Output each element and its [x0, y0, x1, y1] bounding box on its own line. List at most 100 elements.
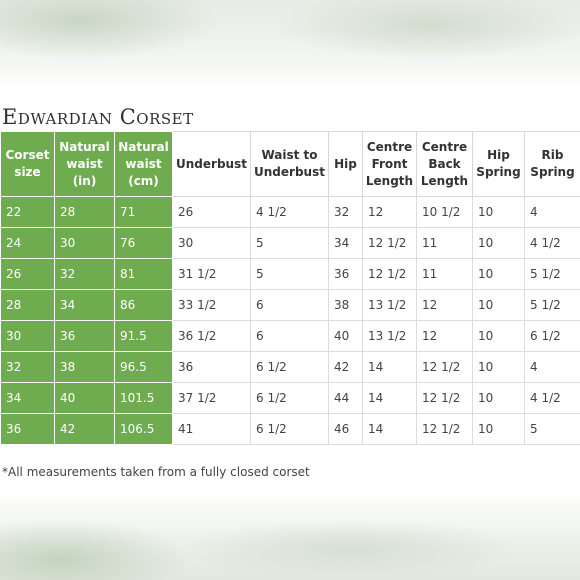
cell-waist-to-underbust: 5	[250, 258, 329, 290]
table-row: 36 42 106.5 41 6 1/2 46 14 12 1/2 10 5	[0, 413, 580, 445]
cell-centre-front-length: 12 1/2	[362, 258, 417, 290]
cell-underbust: 36	[172, 351, 251, 383]
size-table: Corset size Natural waist (in) Natural w…	[0, 131, 580, 445]
cell-hip: 34	[328, 227, 363, 259]
cell-corset-size: 28	[0, 289, 55, 321]
cell-centre-front-length: 13 1/2	[362, 289, 417, 321]
header-rib-spring: Rib Spring	[524, 131, 580, 197]
cell-natural-waist-cm: 106.5	[114, 413, 173, 445]
cell-centre-front-length: 14	[362, 413, 417, 445]
table-row: 28 34 86 33 1/2 6 38 13 1/2 12 10 5 1/2	[0, 289, 580, 321]
cell-hip: 32	[328, 196, 363, 228]
cell-corset-size: 26	[0, 258, 55, 290]
cell-underbust: 33 1/2	[172, 289, 251, 321]
cell-centre-front-length: 14	[362, 382, 417, 414]
cell-centre-back-length: 11	[416, 227, 473, 259]
blurred-background-top	[0, 0, 580, 90]
cell-rib-spring: 6 1/2	[524, 320, 580, 352]
cell-natural-waist-cm: 81	[114, 258, 173, 290]
cell-waist-to-underbust: 6	[250, 320, 329, 352]
cell-centre-back-length: 12 1/2	[416, 382, 473, 414]
cell-rib-spring: 5 1/2	[524, 258, 580, 290]
cell-hip: 38	[328, 289, 363, 321]
table-row: 32 38 96.5 36 6 1/2 42 14 12 1/2 10 4	[0, 351, 580, 383]
cell-hip-spring: 10	[472, 320, 525, 352]
cell-natural-waist-in: 32	[54, 258, 115, 290]
header-centre-front-length: Centre Front Length	[362, 131, 417, 197]
header-waist-to-underbust: Waist to Underbust	[250, 131, 329, 197]
cell-hip-spring: 10	[472, 289, 525, 321]
header-hip-spring: Hip Spring	[472, 131, 525, 197]
cell-hip-spring: 10	[472, 351, 525, 383]
cell-natural-waist-in: 30	[54, 227, 115, 259]
cell-corset-size: 22	[0, 196, 55, 228]
cell-underbust: 26	[172, 196, 251, 228]
cell-underbust: 37 1/2	[172, 382, 251, 414]
header-underbust: Underbust	[172, 131, 251, 197]
cell-hip: 42	[328, 351, 363, 383]
header-corset-size: Corset size	[0, 131, 55, 197]
cell-centre-front-length: 13 1/2	[362, 320, 417, 352]
table-row: 22 28 71 26 4 1/2 32 12 10 1/2 10 4	[0, 196, 580, 228]
cell-rib-spring: 5 1/2	[524, 289, 580, 321]
cell-centre-back-length: 12 1/2	[416, 413, 473, 445]
cell-hip-spring: 10	[472, 382, 525, 414]
cell-underbust: 31 1/2	[172, 258, 251, 290]
header-natural-waist-in: Natural waist (in)	[54, 131, 115, 197]
cell-rib-spring: 4 1/2	[524, 382, 580, 414]
cell-natural-waist-in: 28	[54, 196, 115, 228]
cell-corset-size: 36	[0, 413, 55, 445]
cell-natural-waist-in: 42	[54, 413, 115, 445]
cell-hip: 36	[328, 258, 363, 290]
cell-hip-spring: 10	[472, 258, 525, 290]
cell-waist-to-underbust: 5	[250, 227, 329, 259]
header-hip: Hip	[328, 131, 363, 197]
cell-hip-spring: 10	[472, 196, 525, 228]
cell-hip: 46	[328, 413, 363, 445]
cell-hip: 44	[328, 382, 363, 414]
cell-corset-size: 24	[0, 227, 55, 259]
cell-corset-size: 32	[0, 351, 55, 383]
blurred-background-bottom	[0, 490, 580, 580]
cell-rib-spring: 4	[524, 351, 580, 383]
table-row: 26 32 81 31 1/2 5 36 12 1/2 11 10 5 1/2	[0, 258, 580, 290]
cell-rib-spring: 4	[524, 196, 580, 228]
cell-natural-waist-cm: 76	[114, 227, 173, 259]
cell-waist-to-underbust: 6 1/2	[250, 351, 329, 383]
header-row: Corset size Natural waist (in) Natural w…	[0, 131, 580, 197]
cell-waist-to-underbust: 4 1/2	[250, 196, 329, 228]
cell-centre-back-length: 11	[416, 258, 473, 290]
header-centre-back-length: Centre Back Length	[416, 131, 473, 197]
cell-centre-back-length: 12	[416, 289, 473, 321]
cell-natural-waist-cm: 91.5	[114, 320, 173, 352]
cell-underbust: 36 1/2	[172, 320, 251, 352]
cell-natural-waist-cm: 96.5	[114, 351, 173, 383]
cell-hip-spring: 10	[472, 413, 525, 445]
table-row: 30 36 91.5 36 1/2 6 40 13 1/2 12 10 6 1/2	[0, 320, 580, 352]
cell-rib-spring: 4 1/2	[524, 227, 580, 259]
cell-rib-spring: 5	[524, 413, 580, 445]
cell-centre-back-length: 10 1/2	[416, 196, 473, 228]
cell-corset-size: 34	[0, 382, 55, 414]
cell-corset-size: 30	[0, 320, 55, 352]
cell-natural-waist-cm: 101.5	[114, 382, 173, 414]
cell-centre-front-length: 12 1/2	[362, 227, 417, 259]
cell-centre-front-length: 14	[362, 351, 417, 383]
cell-underbust: 41	[172, 413, 251, 445]
cell-natural-waist-in: 38	[54, 351, 115, 383]
cell-natural-waist-in: 34	[54, 289, 115, 321]
cell-natural-waist-cm: 86	[114, 289, 173, 321]
table-row: 24 30 76 30 5 34 12 1/2 11 10 4 1/2	[0, 227, 580, 259]
cell-natural-waist-cm: 71	[114, 196, 173, 228]
cell-waist-to-underbust: 6 1/2	[250, 382, 329, 414]
footnote: *All measurements taken from a fully clo…	[2, 465, 310, 479]
cell-waist-to-underbust: 6	[250, 289, 329, 321]
table-row: 34 40 101.5 37 1/2 6 1/2 44 14 12 1/2 10 4 1/2	[0, 382, 580, 414]
header-natural-waist-cm: Natural waist (cm)	[114, 131, 173, 197]
cell-hip-spring: 10	[472, 227, 525, 259]
cell-centre-back-length: 12 1/2	[416, 351, 473, 383]
cell-waist-to-underbust: 6 1/2	[250, 413, 329, 445]
chart-title: Edwardian Corset	[2, 105, 194, 129]
cell-natural-waist-in: 40	[54, 382, 115, 414]
cell-hip: 40	[328, 320, 363, 352]
